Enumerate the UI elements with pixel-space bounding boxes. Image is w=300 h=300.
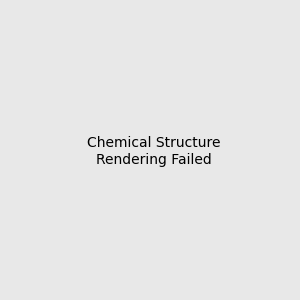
Text: Chemical Structure
Rendering Failed: Chemical Structure Rendering Failed <box>87 136 220 166</box>
